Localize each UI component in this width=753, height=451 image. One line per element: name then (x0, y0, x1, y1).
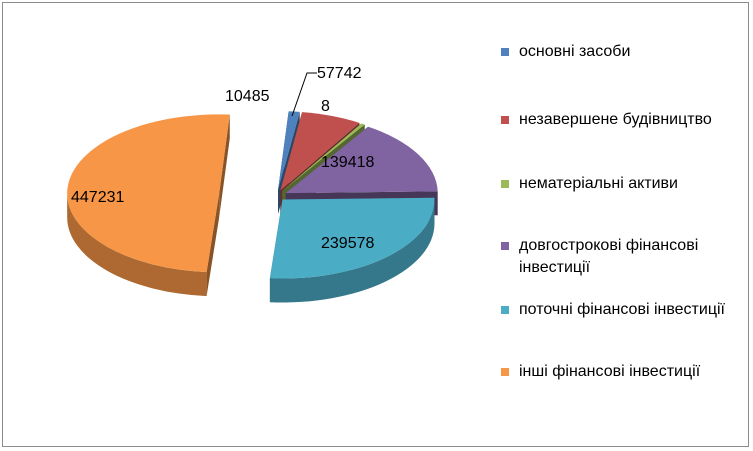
data-label-fixed-assets: 10485 (225, 88, 270, 105)
slice-top (285, 126, 438, 194)
legend-swatch (501, 306, 509, 314)
pie-slice-current-investments (269, 197, 435, 303)
data-label-construction: 57742 (317, 65, 362, 82)
slice-top (280, 112, 360, 191)
slice-top (282, 123, 365, 191)
data-label-current-investments: 239578 (321, 235, 374, 252)
legend-label: довгострокові фінансові інвестиції (519, 237, 699, 276)
pie-slice-other-investments (67, 114, 230, 297)
slice-side (67, 193, 207, 297)
slice-top (278, 111, 300, 191)
slice-side (269, 199, 435, 303)
slice-cut-face (206, 193, 220, 297)
legend-label: незавершене будівництво (519, 111, 712, 128)
slice-top (269, 197, 435, 279)
legend-swatch (501, 242, 509, 250)
legend-label: основні засоби (519, 43, 631, 60)
legend-swatch (501, 180, 509, 188)
leader-line-construction (291, 72, 317, 117)
data-label-intangible: 8 (321, 98, 330, 115)
legend-swatch (501, 48, 509, 56)
legend-swatch (501, 368, 509, 376)
chart-area: 10485 57742 8 139418 239578 447231 основні за… (2, 2, 749, 447)
legend-label: нематеріальні активи (519, 175, 678, 192)
legend-label: інші фінансові інвестиції (519, 363, 701, 380)
data-label-other-investments: 447231 (71, 189, 124, 206)
pie-chart: 10485 57742 8 139418 239578 447231 (67, 65, 438, 303)
legend-swatch (501, 116, 509, 124)
legend-label: поточні фінансові інвестиції (519, 301, 725, 318)
data-label-long-term-investments: 139418 (321, 154, 374, 171)
slice-cut-face (219, 114, 230, 218)
slice-top (67, 114, 230, 273)
